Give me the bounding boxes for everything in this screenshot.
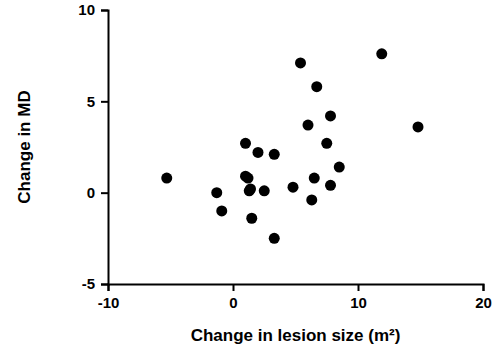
points bbox=[161, 48, 423, 243]
y-axis-title: Change in MD bbox=[15, 90, 34, 203]
axis-line bbox=[101, 11, 109, 285]
tick-mark bbox=[358, 284, 360, 291]
tick-label: 10 bbox=[78, 1, 95, 18]
point bbox=[295, 57, 306, 68]
tick-mark bbox=[101, 192, 108, 194]
x-axis: -10 0 10 20 bbox=[98, 284, 492, 311]
tick-mark bbox=[233, 284, 235, 291]
tick-label: 5 bbox=[87, 93, 95, 110]
tick-mark bbox=[101, 10, 108, 12]
point bbox=[334, 162, 345, 173]
point bbox=[253, 147, 264, 158]
tick: 10 bbox=[350, 284, 367, 311]
tick: 10 bbox=[78, 1, 108, 18]
point bbox=[413, 121, 424, 132]
tick: -5 bbox=[82, 275, 108, 292]
point bbox=[306, 194, 317, 205]
point bbox=[288, 182, 299, 193]
point bbox=[269, 233, 280, 244]
tick-label: 10 bbox=[350, 294, 367, 311]
axis-line bbox=[109, 285, 484, 292]
tick: 5 bbox=[87, 93, 108, 110]
point bbox=[259, 185, 270, 196]
point bbox=[246, 213, 257, 224]
y-axis: -5 0 5 10 bbox=[78, 1, 108, 292]
point bbox=[240, 138, 251, 149]
point bbox=[245, 184, 256, 195]
tick-label: 0 bbox=[229, 294, 237, 311]
tick: 20 bbox=[475, 284, 492, 311]
tick-label: 20 bbox=[475, 294, 492, 311]
point bbox=[309, 173, 320, 184]
x-axis-title: Change in lesion size (m²) bbox=[191, 326, 401, 345]
point bbox=[376, 48, 387, 59]
tick-mark bbox=[483, 284, 485, 291]
tick-mark bbox=[101, 101, 108, 103]
chart: -10 0 10 20 -5 0 5 10 Change in lesion size (m²)… bbox=[0, 0, 500, 355]
tick: -10 bbox=[98, 284, 120, 311]
tick-label: 0 bbox=[87, 184, 95, 201]
point bbox=[303, 120, 314, 131]
point bbox=[325, 110, 336, 121]
point bbox=[161, 173, 172, 184]
point bbox=[311, 81, 322, 92]
tick-label: -10 bbox=[98, 294, 120, 311]
plot: -10 0 10 20 -5 0 5 10 bbox=[78, 1, 492, 310]
point bbox=[269, 149, 280, 160]
tick: 0 bbox=[229, 284, 237, 311]
point bbox=[243, 173, 254, 184]
point bbox=[325, 180, 336, 191]
tick-mark bbox=[101, 284, 108, 286]
point bbox=[216, 205, 227, 216]
point bbox=[321, 138, 332, 149]
point bbox=[211, 187, 222, 198]
tick-label: -5 bbox=[82, 275, 95, 292]
tick: 0 bbox=[87, 184, 108, 201]
